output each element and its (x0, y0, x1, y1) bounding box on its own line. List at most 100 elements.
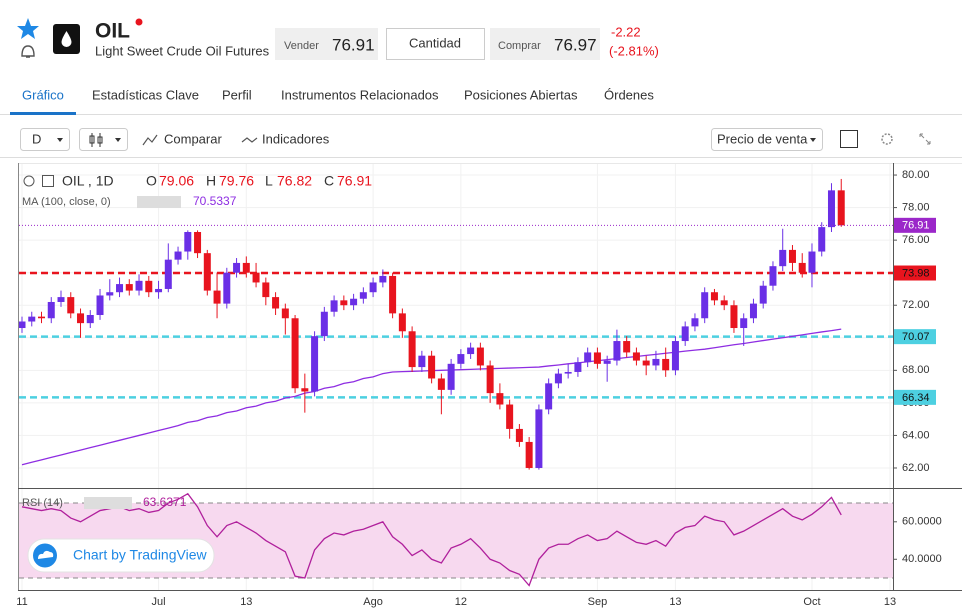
candle-body (135, 280, 143, 291)
legend-letter: O (146, 173, 157, 189)
rsi-legend-buttons[interactable] (84, 497, 132, 509)
checkbox[interactable] (840, 130, 858, 148)
rsi-legend: RSI (14) (22, 497, 63, 509)
alert-bell[interactable] (21, 45, 35, 58)
candle-body (574, 362, 582, 372)
fullscreen-icon[interactable] (919, 133, 931, 145)
candle-body (203, 253, 211, 291)
candle-body (476, 347, 484, 366)
active-tab-underline (10, 112, 76, 115)
ma-legend-buttons[interactable] (137, 196, 181, 208)
legend-low: 76.82 (277, 173, 312, 189)
price-type-select[interactable] (711, 128, 823, 151)
legend-collapse[interactable] (42, 175, 54, 187)
candle-body (116, 284, 124, 293)
buy-button[interactable] (490, 28, 600, 60)
candle-body (749, 303, 757, 319)
candle-body (38, 316, 46, 319)
candle-body (330, 300, 338, 312)
pane-divider (18, 488, 962, 489)
candle-body (47, 301, 55, 319)
candle-body (184, 232, 192, 252)
sell-button[interactable] (275, 28, 378, 60)
favorite-star[interactable] (17, 18, 39, 39)
rsi-line (21, 492, 842, 587)
compare-icon[interactable] (142, 134, 158, 146)
candle-body (194, 232, 202, 254)
candle-body (233, 262, 241, 273)
tab[interactable]: Gráfico (22, 87, 64, 102)
candle-body (701, 292, 709, 319)
x-tick-label: 13 (884, 596, 896, 608)
price-axis-line (893, 163, 894, 590)
buy-price: 76.97 (554, 35, 597, 54)
y-tick-label: 68.00 (902, 364, 930, 376)
tab[interactable]: Instrumentos Relacionados (281, 87, 439, 102)
x-tick-label: 13 (669, 596, 681, 608)
candle-body (320, 311, 328, 337)
price-tag (894, 389, 936, 405)
tab[interactable]: Órdenes (604, 87, 654, 102)
tradingview-badge[interactable] (27, 538, 215, 573)
chart-type-select[interactable] (79, 128, 128, 151)
candle-body (164, 259, 172, 289)
candle-body (155, 288, 163, 293)
candle-body (827, 190, 835, 228)
candle-body (457, 354, 465, 364)
candle-body (554, 373, 562, 384)
price-tag-label: 70.07 (902, 331, 930, 343)
rsi-tick-label: 40.0000 (902, 553, 942, 565)
quantity-input[interactable] (386, 28, 485, 60)
legend-icon[interactable] (23, 175, 35, 187)
candle-body (18, 321, 26, 329)
tab[interactable]: Perfil (222, 87, 252, 102)
y-tick-label: 64.00 (902, 429, 930, 441)
candle-body (740, 318, 748, 329)
candle-body (779, 249, 787, 267)
live-dot (135, 18, 143, 26)
candle-body (671, 341, 679, 371)
candle-body (613, 341, 621, 361)
change-percent: (-2.81%) (609, 43, 659, 58)
candle-body (106, 292, 114, 296)
candle-body (584, 352, 592, 363)
tab[interactable]: Estadísticas Clave (92, 87, 199, 102)
indicators[interactable]: Indicadores (262, 131, 330, 146)
x-tick-label: Sep (588, 596, 608, 608)
last-price-label: 76.91 (902, 220, 930, 232)
candle-body (788, 249, 796, 263)
candle-body (437, 378, 445, 390)
candle-body (506, 404, 514, 429)
candle-body (681, 326, 689, 342)
candle-body (564, 371, 572, 374)
ma-legend-value: 70.5337 (193, 194, 237, 208)
candle-body (57, 297, 65, 302)
candle-body (242, 262, 250, 273)
candle-body (720, 300, 728, 306)
candle-body (311, 336, 319, 392)
interval: D (32, 131, 41, 146)
settings-icon[interactable] (881, 133, 893, 145)
candle-body (408, 331, 416, 368)
candle-body (359, 292, 367, 299)
y-tick-label: 62.00 (902, 462, 930, 474)
candle-body (350, 298, 358, 306)
caret (810, 138, 816, 142)
legend-symbol: OIL , 1D (62, 173, 114, 189)
buy-label: Comprar (498, 40, 541, 52)
interval-select[interactable] (20, 128, 70, 151)
tab[interactable]: Posiciones Abiertas (464, 87, 578, 102)
candle-body (301, 388, 309, 392)
compare[interactable]: Comparar (164, 131, 222, 146)
plot-area (18, 164, 897, 590)
rsi-tick-label: 60.0000 (902, 516, 942, 528)
indicators-icon[interactable] (241, 137, 258, 143)
caret (57, 138, 63, 142)
candle-body (398, 313, 406, 332)
candle-body (837, 190, 845, 226)
candle-body (389, 275, 397, 314)
pane-top (18, 163, 962, 164)
candle-body (496, 393, 504, 405)
candle-body (662, 358, 670, 371)
y-tick-label: 80.00 (902, 169, 930, 181)
